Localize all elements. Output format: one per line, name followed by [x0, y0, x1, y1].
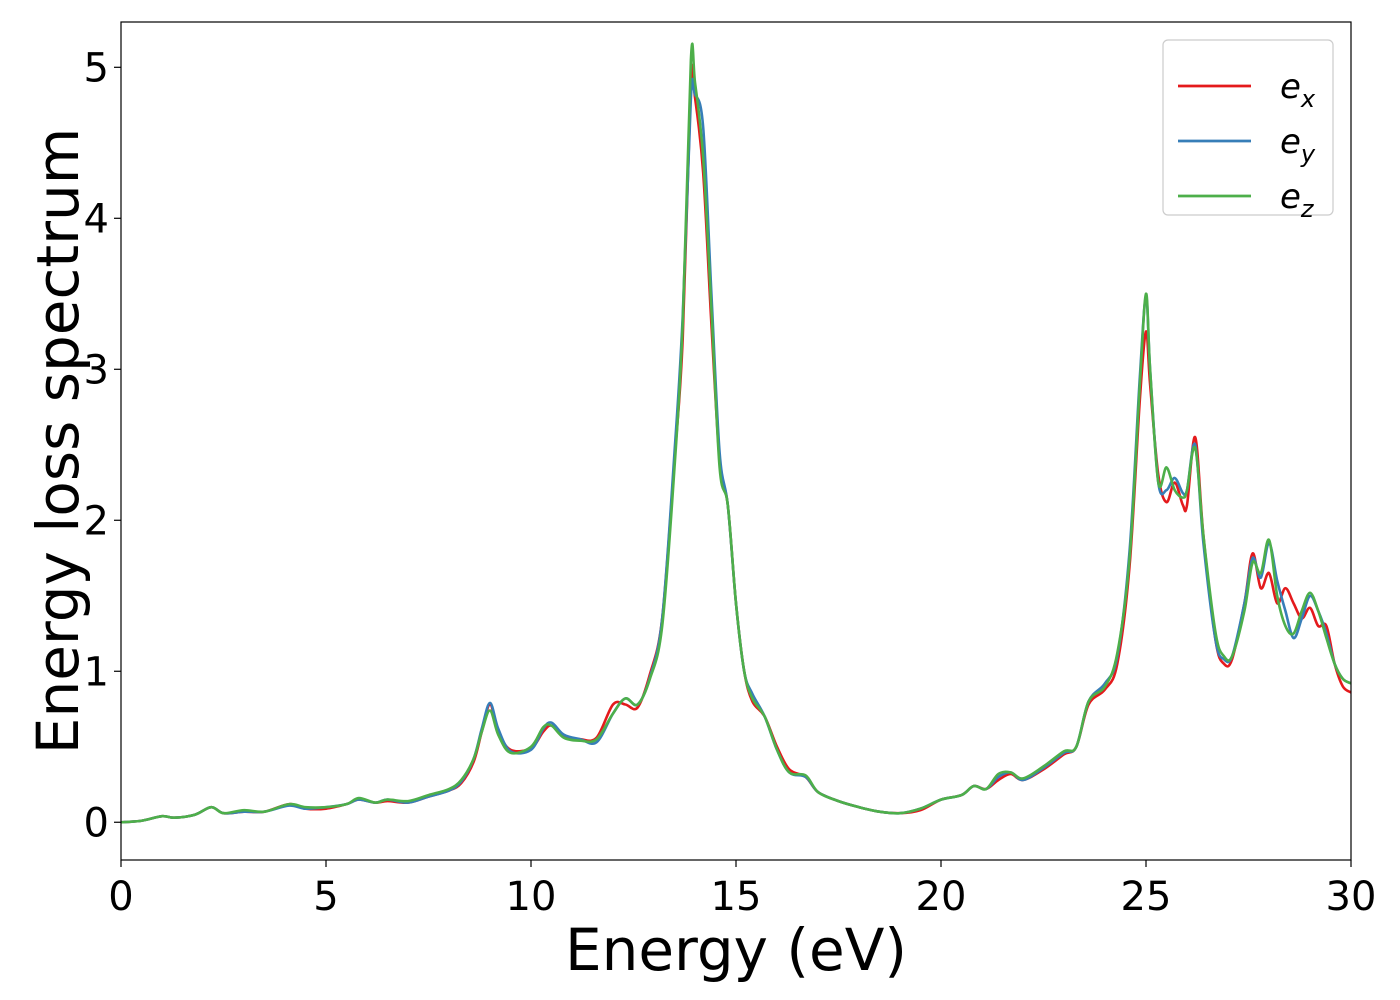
- y-tick-label: 0: [84, 800, 109, 846]
- x-tick-label: 30: [1326, 874, 1377, 920]
- y-tick-label: 5: [84, 45, 109, 91]
- x-tick-label: 10: [506, 874, 557, 920]
- y-tick-label: 1: [84, 649, 109, 695]
- legend-label-subscript: y: [1300, 140, 1316, 168]
- x-tick-label: 15: [711, 874, 762, 920]
- x-tick-label: 0: [108, 874, 133, 920]
- x-tick-label: 20: [916, 874, 967, 920]
- x-axis-label: Energy (eV): [565, 916, 907, 984]
- series-line-e-z: [121, 42, 1351, 824]
- legend-label-base: e: [1280, 122, 1301, 162]
- y-axis-label: Energy loss spectrum: [24, 128, 92, 754]
- legend-label-e-x: ex: [1280, 67, 1316, 113]
- x-axis-ticks: 0 5 10 15 20 25 30: [108, 860, 1376, 920]
- legend-box: [1162, 39, 1334, 216]
- series-layer: [121, 42, 1351, 824]
- y-tick-label: 2: [84, 498, 109, 544]
- legend-label-base: e: [1280, 177, 1301, 217]
- legend-label-e-y: ey: [1280, 122, 1316, 168]
- legend-label-subscript: x: [1300, 85, 1316, 113]
- y-tick-label: 4: [84, 196, 109, 242]
- legend-label-subscript: z: [1300, 195, 1315, 223]
- legend-label-e-z: ez: [1280, 177, 1315, 223]
- legend-label-base: e: [1280, 67, 1301, 107]
- y-tick-label: 3: [84, 347, 109, 393]
- y-axis-ticks: 0 1 2 3 4 5: [84, 45, 121, 846]
- x-tick-label: 25: [1121, 874, 1172, 920]
- x-tick-label: 5: [313, 874, 338, 920]
